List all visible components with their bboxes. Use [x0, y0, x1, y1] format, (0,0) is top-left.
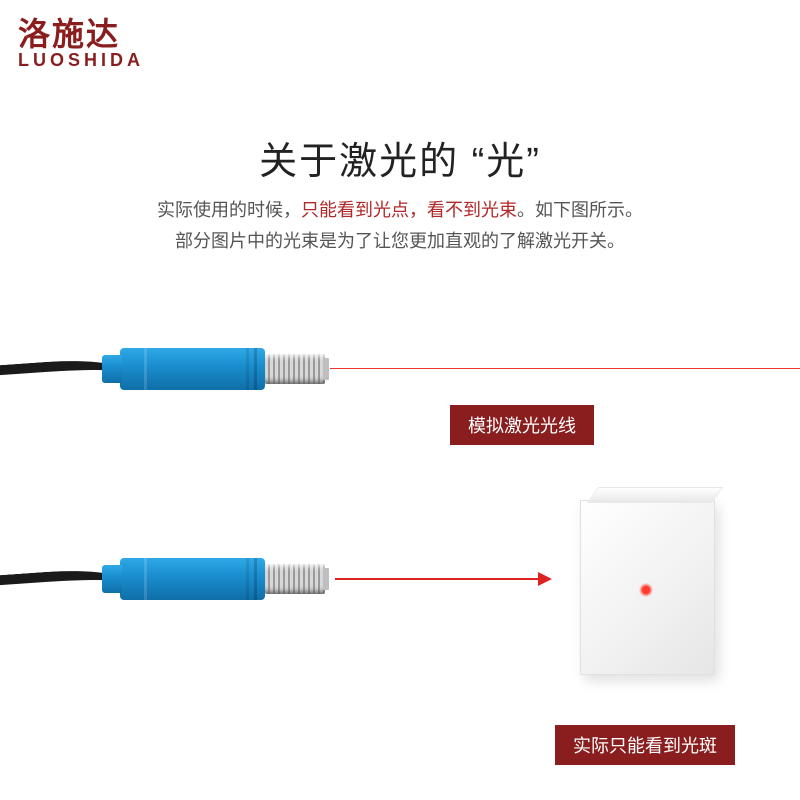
desc-highlight-1: 只能看到光点，: [301, 200, 427, 220]
page-title: 关于激光的 “光”: [0, 130, 800, 185]
logo-english: LUOSHIDA: [18, 50, 144, 72]
desc-line2: 部分图片中的光束是为了让您更加直观的了解激光开关。: [175, 231, 625, 251]
logo-chinese: 洛施达: [18, 18, 144, 50]
brand-logo: 洛施达 LUOSHIDA: [18, 18, 144, 72]
label-simulated-beam: 模拟激光光线: [450, 405, 594, 445]
sensor-tip-icon: [265, 354, 325, 384]
desc-pre: 实际使用的时候，: [157, 200, 301, 220]
label-actual-spot: 实际只能看到光斑: [555, 725, 735, 765]
desc-highlight-2: 看不到光束: [427, 200, 517, 220]
description: 实际使用的时候，只能看到光点，看不到光束。如下图所示。 部分图片中的光束是为了让…: [0, 195, 800, 256]
laser-dot-icon: [639, 583, 653, 597]
sensor-body-icon: [120, 558, 265, 600]
laser-beam-line: [330, 368, 800, 369]
desc-post1: 。如下图所示。: [517, 200, 643, 220]
arrow-icon: [335, 578, 550, 580]
target-box: [580, 500, 715, 675]
sensor-body-icon: [120, 348, 265, 390]
sensor-tip-icon: [265, 564, 325, 594]
